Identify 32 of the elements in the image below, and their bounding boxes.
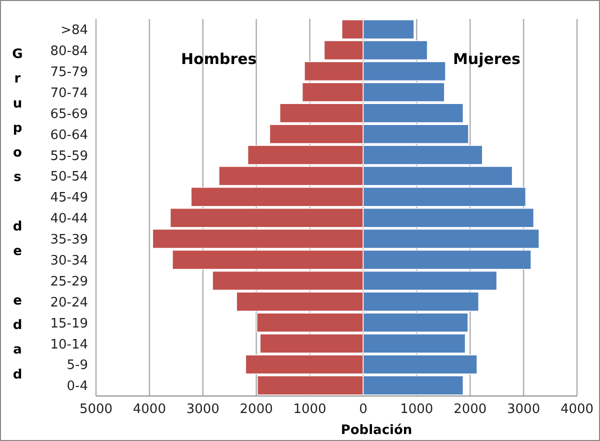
series-label: Mujeres xyxy=(453,50,520,68)
x-tick-label: 4000 xyxy=(560,402,594,418)
x-tick-label: 3000 xyxy=(186,402,220,418)
y-tick-label: 30-34 xyxy=(50,253,88,268)
y-tick-label: 35-39 xyxy=(50,232,88,248)
text: Hombres xyxy=(180,50,257,68)
x-axis-title: Población xyxy=(340,423,412,438)
y-tick-label: 70-74 xyxy=(50,86,88,101)
y-tick-label: 5-9 xyxy=(66,358,88,374)
y-tick-label: 25-29 xyxy=(50,274,88,290)
x-tick-label: 4000 xyxy=(132,402,166,418)
y-tick-label: 50-54 xyxy=(50,170,88,185)
y-tick-label: 0-4 xyxy=(66,379,88,394)
y-axis-title: Grupos de edad xyxy=(10,47,25,392)
x-tick-label: 5000 xyxy=(79,402,113,418)
x-tick-label: 1000 xyxy=(400,402,434,418)
y-tick-label: 15-19 xyxy=(50,316,88,332)
x-tick-label: 0 xyxy=(359,402,368,418)
y-tick-label: 10-14 xyxy=(50,337,88,352)
y-tick-label: 60-64 xyxy=(50,128,88,143)
y-tick-label: 40-44 xyxy=(50,212,88,227)
x-tick-label: 2000 xyxy=(454,402,487,418)
y-tick-label: 20-24 xyxy=(50,295,88,310)
y-tick-label: 45-49 xyxy=(50,190,88,206)
x-tick-label: 3000 xyxy=(507,402,540,418)
y-tick-label: 80-84 xyxy=(50,44,88,60)
y-tick-label: 55-59 xyxy=(50,148,88,164)
y-tick-label: 65-69 xyxy=(50,106,88,122)
x-tick-label: 1000 xyxy=(293,402,326,418)
y-tick-label: 75-79 xyxy=(50,64,88,80)
y-tick-label: >84 xyxy=(60,23,88,38)
x-tick-label: 2000 xyxy=(240,402,273,418)
